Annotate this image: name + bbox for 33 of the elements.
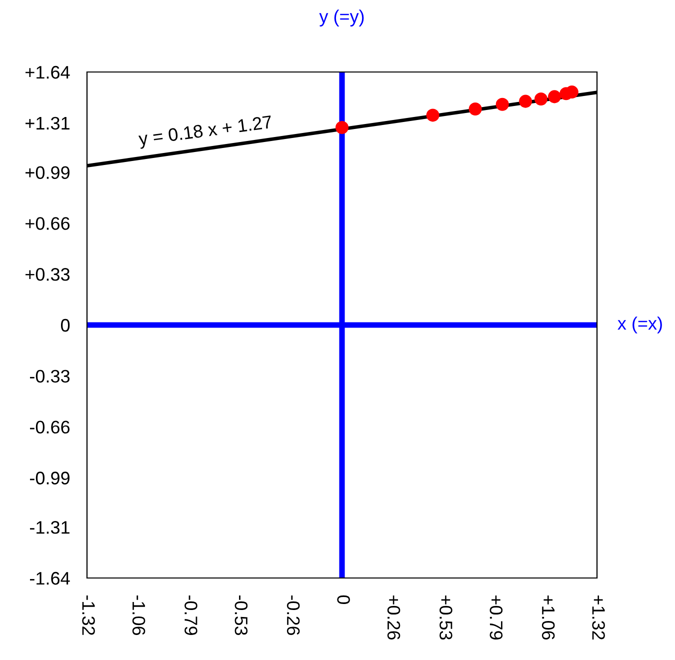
point: [519, 94, 532, 108]
x-tick-label: +0.53: [440, 596, 452, 640]
y-tick-label: +1.64: [26, 66, 70, 79]
x-tick-label: -0.79: [184, 595, 198, 635]
y-tick-label: +0.33: [26, 268, 70, 281]
x-tick-label: +0.26: [387, 596, 400, 640]
point: [496, 98, 509, 111]
y-tick-label: 0: [61, 318, 70, 332]
x-tick-label: 0: [337, 595, 350, 604]
y-tick-label: -1.64: [30, 572, 70, 585]
y-tick-label: -1.31: [30, 521, 70, 534]
x-tick-label: -1.06: [132, 595, 146, 636]
y-tick-label: +0.99: [26, 166, 70, 179]
y-tick-label: -0.66: [30, 420, 70, 434]
ref-line-label: x (=x): [618, 316, 662, 334]
x-tick-label: -1.32: [82, 595, 95, 635]
point: [534, 92, 548, 106]
x-tick-label: -0.53: [234, 595, 248, 636]
point: [426, 108, 440, 122]
y-tick-label: +0.66: [26, 217, 70, 230]
point: [565, 86, 578, 99]
annotation: y = 0.18 x + 1.27: [138, 115, 273, 149]
y-tick-label: -0.33: [30, 370, 70, 383]
point: [468, 102, 482, 116]
x-tick-label: +1.32: [592, 596, 605, 640]
point: [335, 121, 349, 134]
ref-line-label: y (=y): [319, 10, 364, 26]
point: [548, 90, 562, 104]
x-tick-label: +1.06: [542, 596, 555, 640]
y-tick-label: +1.31: [26, 116, 70, 130]
y-tick-label: -0.99: [30, 472, 70, 484]
x-tick-label: -0.26: [286, 595, 300, 636]
x-tick-label: +0.79: [490, 596, 503, 640]
